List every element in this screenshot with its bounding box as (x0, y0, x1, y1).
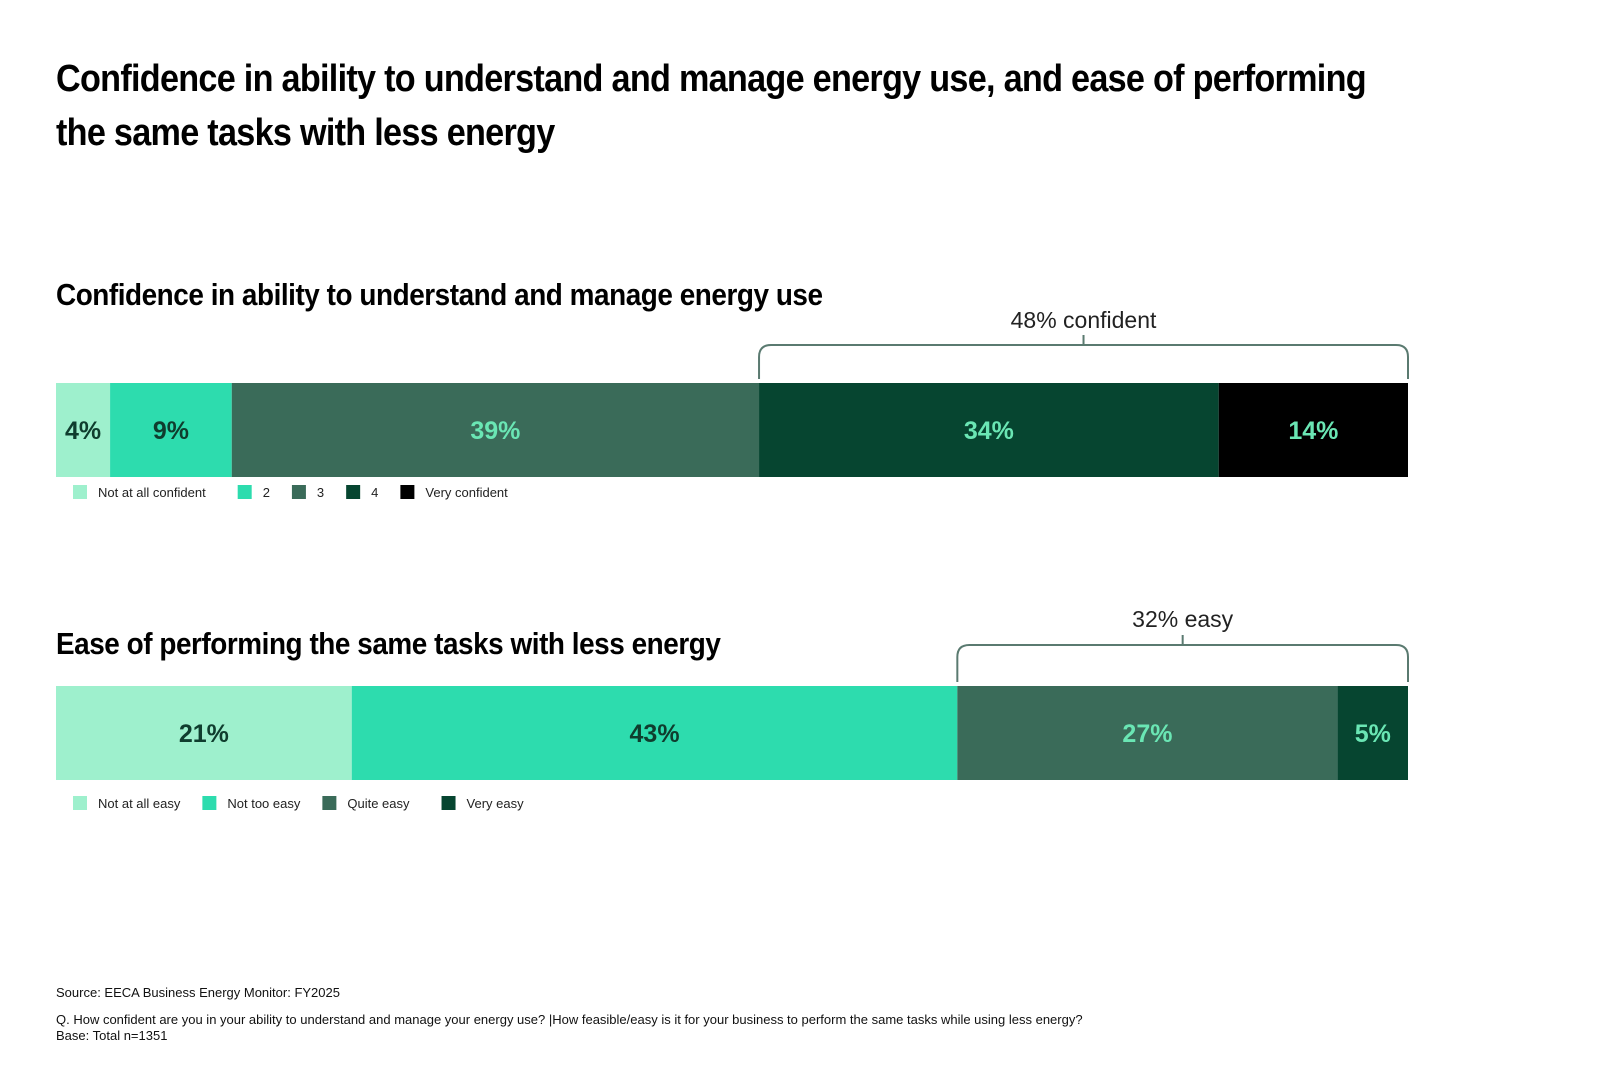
confidence-stacked-bar-chart: 4% 9% 39% 34% 14% 48% confident Not at all con… (56, 307, 1409, 500)
legend-swatch (73, 796, 87, 810)
bar-value-label: 39% (470, 417, 520, 445)
legend-swatch (346, 485, 361, 499)
legend-swatch (441, 796, 456, 810)
bar-segment-2 (110, 383, 232, 477)
bar-value-label: 27% (1122, 720, 1172, 748)
legend-swatch (237, 485, 252, 499)
legend-label: Very easy (467, 796, 525, 811)
legend-label: Quite easy (347, 796, 410, 811)
legend-swatch (73, 485, 87, 499)
bar-value-label: 43% (630, 720, 680, 748)
legend-label: Not too easy (227, 796, 300, 811)
ease-chart-title: Ease of performing the same tasks with l… (56, 626, 721, 661)
bar-segment-not-too-easy (351, 686, 958, 780)
legend-label: Not at all confident (98, 485, 206, 500)
bar-segment-not-at-all-confident (56, 383, 111, 477)
bar-value-label: 5% (1355, 720, 1391, 748)
legend-swatch (322, 796, 337, 810)
bracket (956, 644, 1409, 682)
bar-value-label: 34% (964, 417, 1014, 445)
bar-segment-quite-easy (957, 686, 1338, 780)
bar-value-label: 21% (179, 720, 229, 748)
bar-value-label: 9% (153, 417, 189, 445)
bar-value-label: 14% (1288, 417, 1338, 445)
bracket (758, 344, 1409, 379)
legend-label: Not at all easy (98, 796, 181, 811)
page-title: Confidence in ability to understand and … (56, 58, 1367, 154)
bar-segment-4 (759, 383, 1219, 477)
legend-label: 2 (263, 485, 270, 500)
legend-label: 3 (317, 485, 324, 500)
ease-stacked-bar-chart: 21% 43% 27% 5% 32% easy Not at all easy Not to… (56, 606, 1409, 811)
legend-swatch (400, 485, 415, 499)
source-note: Source: EECA Business Energy Monitor: FY… (56, 985, 340, 1000)
legend-swatch (291, 485, 306, 499)
legend-label: Very confident (425, 485, 508, 500)
legend-swatch (202, 796, 217, 810)
confidence-chart-title: Confidence in ability to understand and … (56, 277, 823, 312)
bar-segment-not-at-all-easy (56, 686, 352, 780)
bar-segment-3 (231, 383, 760, 477)
bar-segment-very-easy (1337, 686, 1408, 780)
bracket-label: 32% easy (1132, 606, 1234, 632)
legend-label: 4 (371, 485, 378, 500)
bar-segment-very-confident (1218, 383, 1408, 477)
bracket-label: 48% confident (1011, 307, 1157, 333)
base-note: Base: Total n=1351 (56, 1028, 168, 1043)
bar-value-label: 4% (65, 417, 101, 445)
question-note: Q. How confident are you in your ability… (56, 1012, 1083, 1027)
